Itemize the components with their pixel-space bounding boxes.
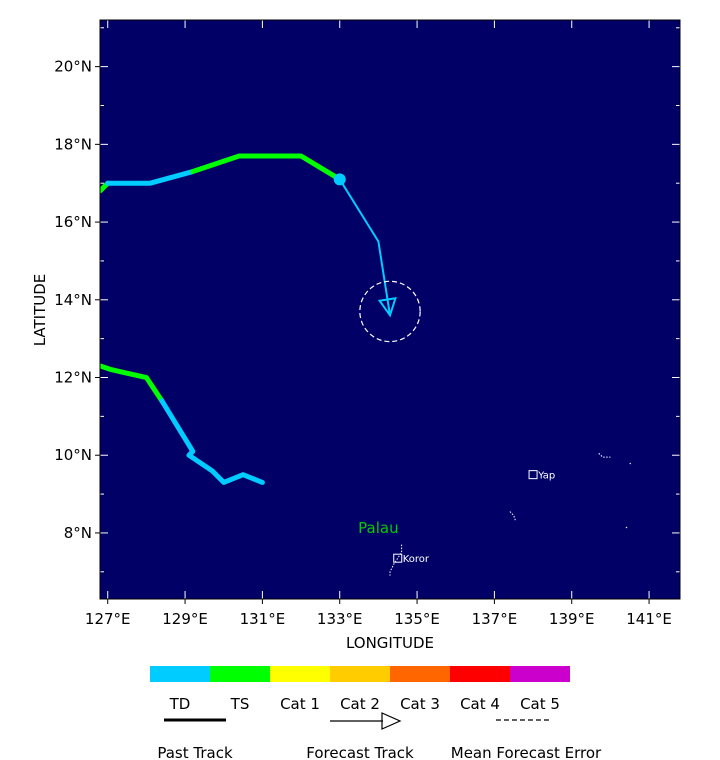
past-track-segment (159, 398, 265, 485)
lat-tick-label: 12°N (54, 369, 92, 387)
lon-tick-label: 139°E (549, 610, 595, 628)
past-track-segment (190, 153, 343, 182)
category-label: Cat 4 (460, 695, 500, 713)
island-outline (629, 462, 633, 466)
category-swatch (150, 666, 210, 682)
x-axis-title: LONGITUDE (346, 634, 434, 652)
category-color-bar (150, 666, 570, 682)
category-label: TS (230, 695, 250, 713)
category-label: TD (169, 695, 191, 713)
lat-tick-label: 14°N (54, 291, 92, 309)
lon-tick-label: 135°E (394, 610, 440, 628)
lat-tick-label: 18°N (54, 135, 92, 153)
lon-tick-label: 127°E (85, 610, 131, 628)
plot-frame (99, 19, 681, 600)
location-label: Koror (403, 554, 430, 565)
category-label: Cat 3 (400, 695, 440, 713)
location-marker (393, 553, 403, 563)
forecast-error-circle (359, 280, 421, 343)
forecast-track-line (338, 178, 391, 316)
axis-ticks: 127°E 129°E 131°E 133°E 135°E 137°E 139°E 141°E… (54, 58, 672, 628)
region-label: Palau (358, 519, 398, 537)
lon-tick-label: 141°E (626, 610, 672, 628)
past-track-segment (100, 363, 165, 404)
lon-tick-label: 133°E (317, 610, 363, 628)
forecast-arrow-head (377, 297, 397, 318)
y-axis-title: LATITUDE (31, 274, 49, 347)
lat-tick-label: 20°N (54, 58, 92, 76)
lon-tick-label: 129°E (162, 610, 208, 628)
category-label: Cat 5 (520, 695, 560, 713)
location-marker (528, 470, 538, 480)
category-labels: TD TS Cat 1 Cat 2 Cat 3 Cat 4 Cat 5 (169, 695, 560, 713)
current-position-marker (333, 173, 346, 186)
island-outline (389, 544, 403, 576)
category-swatch (510, 666, 570, 682)
lon-tick-label: 131°E (240, 610, 286, 628)
lon-tick-label: 137°E (472, 610, 518, 628)
lat-tick-label: 8°N (64, 524, 92, 542)
forecast-track-legend-arrow (330, 712, 402, 730)
past-track-segment (105, 169, 196, 186)
forecast-track-legend-label: Forecast Track (306, 744, 414, 760)
island-outline (509, 511, 517, 522)
mean-error-legend-label: Mean Forecast Error (451, 744, 602, 760)
category-label: Cat 1 (280, 695, 320, 713)
category-swatch (330, 666, 390, 682)
category-swatch (390, 666, 450, 682)
island-outline (625, 526, 629, 529)
lat-tick-label: 10°N (54, 446, 92, 464)
category-swatch (270, 666, 330, 682)
lat-tick-label: 16°N (54, 213, 92, 231)
category-label: Cat 2 (340, 695, 380, 713)
location-label: Yap (537, 471, 555, 482)
category-swatch (450, 666, 510, 682)
past-track-legend-label: Past Track (157, 744, 233, 760)
category-swatch (210, 666, 270, 682)
map-layer: Yap Koror Palau (100, 20, 680, 599)
